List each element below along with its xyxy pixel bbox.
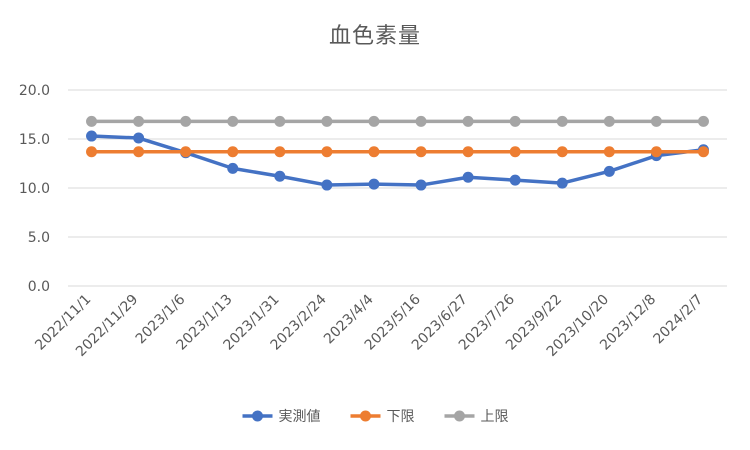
data-point bbox=[509, 146, 521, 158]
series-line-0 bbox=[89, 134, 706, 187]
data-point bbox=[415, 146, 427, 158]
y-tick-label: 20.0 bbox=[19, 83, 50, 99]
data-point bbox=[274, 115, 286, 127]
data-point bbox=[227, 162, 239, 174]
data-point bbox=[509, 174, 521, 186]
legend-swatch-marker bbox=[252, 410, 263, 422]
chart-title: 血色素量 bbox=[328, 24, 421, 49]
data-point bbox=[321, 115, 333, 127]
legend-swatch-marker bbox=[454, 410, 465, 422]
data-point bbox=[86, 130, 98, 142]
y-tick-label: 10.0 bbox=[19, 181, 50, 197]
data-point bbox=[180, 146, 192, 158]
legend-label: 上限 bbox=[481, 409, 509, 425]
data-point bbox=[603, 146, 615, 158]
data-point bbox=[603, 115, 615, 127]
data-point bbox=[227, 146, 239, 158]
data-point bbox=[86, 146, 98, 158]
data-point bbox=[415, 115, 427, 127]
data-point bbox=[462, 146, 474, 158]
data-point bbox=[133, 115, 145, 127]
data-point bbox=[697, 146, 709, 158]
data-point bbox=[556, 177, 568, 189]
data-point bbox=[462, 171, 474, 183]
y-tick-label: 5.0 bbox=[28, 230, 50, 246]
legend-swatch-marker bbox=[360, 410, 371, 422]
data-point bbox=[556, 146, 568, 158]
data-point bbox=[650, 115, 662, 127]
data-point bbox=[133, 146, 145, 158]
data-point bbox=[697, 115, 709, 127]
data-point bbox=[133, 132, 145, 144]
data-point bbox=[368, 146, 380, 158]
data-point bbox=[274, 170, 286, 182]
data-point bbox=[227, 115, 239, 127]
x-tick-label: 2024/2/7 bbox=[651, 292, 707, 348]
data-point bbox=[556, 115, 568, 127]
data-point bbox=[86, 115, 98, 127]
data-point bbox=[321, 146, 333, 158]
legend-label: 実測値 bbox=[279, 409, 321, 425]
data-point bbox=[368, 115, 380, 127]
y-tick-label: 0.0 bbox=[28, 279, 50, 295]
data-point bbox=[321, 179, 333, 191]
data-point bbox=[509, 115, 521, 127]
data-point bbox=[180, 115, 192, 127]
data-point bbox=[274, 146, 286, 158]
y-tick-label: 15.0 bbox=[19, 132, 50, 148]
legend-label: 下限 bbox=[387, 409, 415, 425]
data-point bbox=[650, 146, 662, 158]
data-point bbox=[368, 178, 380, 190]
data-point bbox=[415, 179, 427, 191]
data-point bbox=[603, 165, 615, 177]
data-point bbox=[462, 115, 474, 127]
